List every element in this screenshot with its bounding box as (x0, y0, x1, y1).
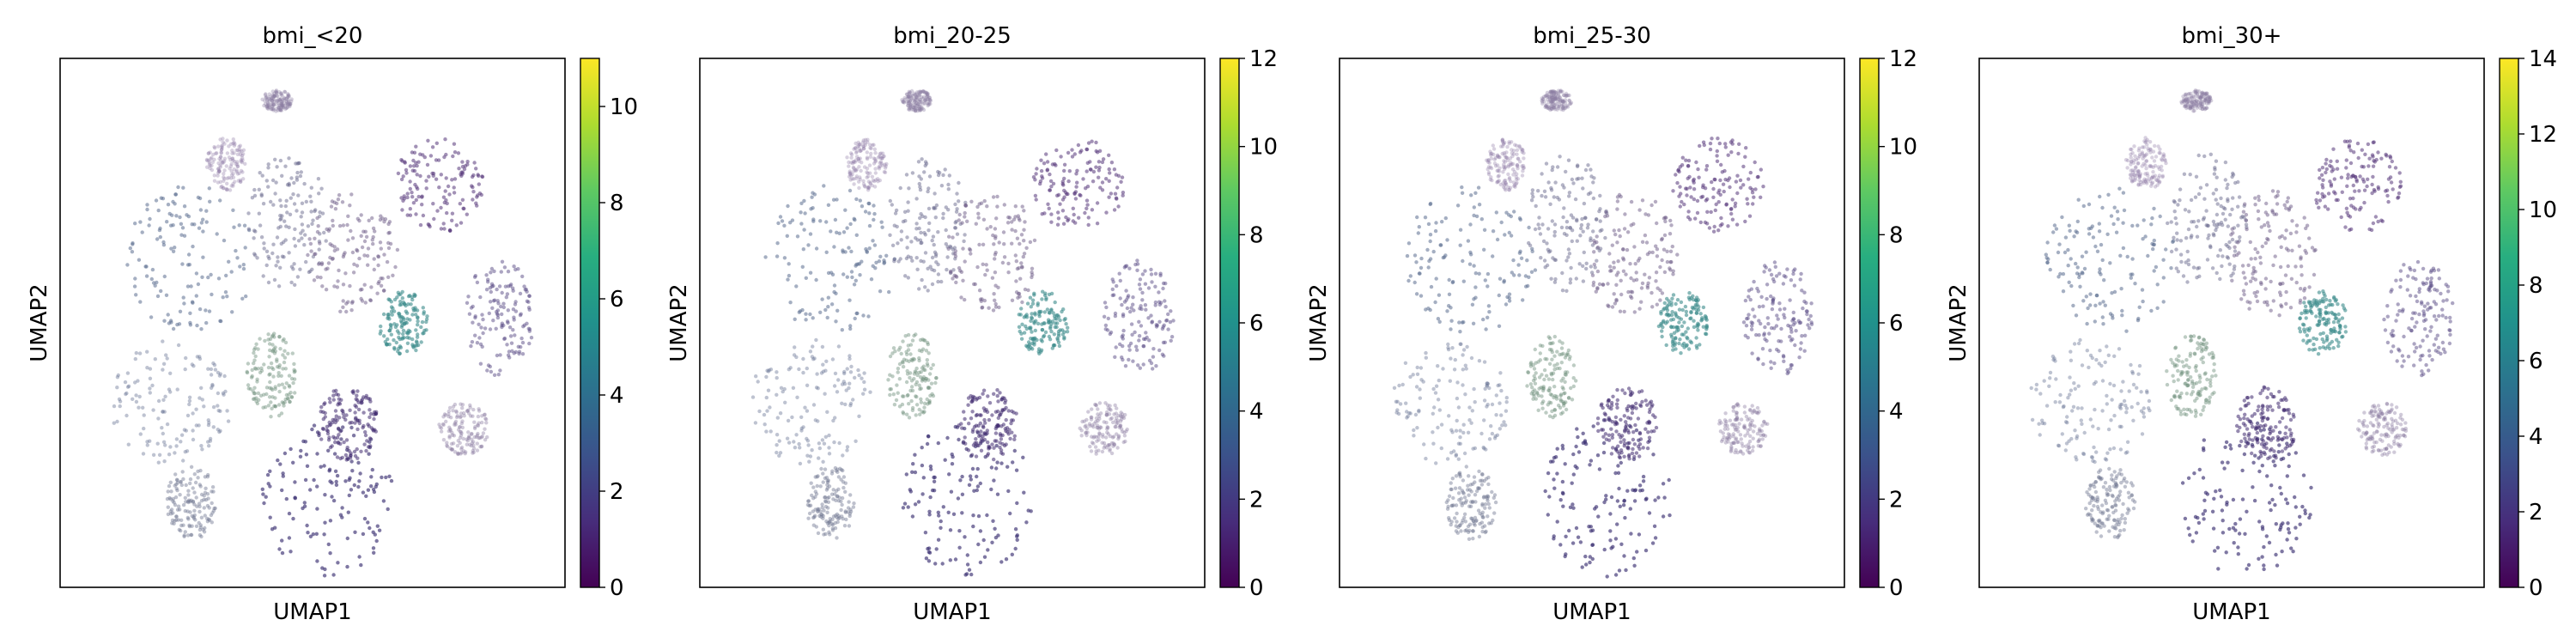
axes-frame (699, 58, 1206, 588)
chart-title: bmi_30+ (2182, 23, 2282, 49)
panel-2: bmi_20-25 UMAP1 UMAP2 0 2 4 6 8 10 12 (666, 23, 1278, 625)
axes-frame (1978, 58, 2485, 588)
umap-cell-points (112, 88, 534, 578)
colorbar-tick-label: 14 (2529, 46, 2557, 72)
colorbar-tick-label: 2 (1249, 487, 1264, 513)
panel-1: bmi_<20 UMAP1 UMAP2 0 2 4 6 8 10 (27, 23, 638, 625)
y-axis-label: UMAP2 (27, 283, 52, 361)
colorbar-tick-label: 2 (610, 479, 624, 505)
plot-area (60, 58, 565, 587)
colorbar-tick-label: 10 (1889, 135, 1917, 161)
panel-3: bmi_25-30 UMAP1 UMAP2 0 2 4 6 8 10 12 (1306, 23, 1917, 625)
umap-cell-points (750, 88, 1176, 577)
umap-cell-points (2029, 88, 2455, 572)
chart-title: bmi_25-30 (1533, 23, 1651, 49)
colorbar-tick-label: 4 (610, 383, 624, 409)
x-axis-label: UMAP1 (1552, 599, 1631, 625)
colorbar-tick-label: 0 (1249, 575, 1264, 601)
colorbar-tick-label: 0 (610, 575, 624, 601)
colorbar-frame (2499, 58, 2519, 588)
x-axis-label: UMAP1 (913, 599, 991, 625)
colorbar-frame (580, 58, 600, 588)
colorbar-tick-label: 6 (610, 287, 624, 313)
colorbar-tick-label: 8 (1889, 222, 1904, 248)
colorbar-tick-label: 12 (1889, 46, 1917, 72)
colorbar (2500, 58, 2518, 587)
y-axis-label: UMAP2 (1306, 283, 1332, 361)
plot-area (1979, 58, 2484, 587)
colorbar-tick-label: 0 (2529, 575, 2543, 601)
x-axis-label: UMAP1 (2192, 599, 2270, 625)
chart-title: bmi_20-25 (893, 23, 1012, 49)
colorbar-tick-label: 8 (610, 191, 624, 216)
colorbar-tick-label: 10 (610, 94, 638, 120)
colorbar-tick-label: 10 (1249, 135, 1278, 161)
colorbar-tick-label: 12 (1249, 46, 1278, 72)
panel-4: bmi_30+ UMAP1 UMAP2 0 2 4 6 8 10 12 14 (1946, 23, 2557, 625)
colorbar (1860, 58, 1879, 587)
axes-frame (1339, 58, 1845, 588)
plot-area (700, 58, 1205, 587)
umap-cell-points (1392, 88, 1814, 579)
colorbar-tick-label: 2 (2529, 500, 2543, 526)
y-axis-label: UMAP2 (1946, 283, 1971, 361)
x-axis-label: UMAP1 (273, 599, 351, 625)
colorbar-tick-label: 6 (1249, 311, 1264, 337)
colorbar-tick-label: 6 (1889, 311, 1904, 337)
colorbar-tick-label: 4 (1249, 399, 1264, 425)
colorbar-tick-label: 12 (2529, 122, 2557, 148)
colorbar-tick-label: 2 (1889, 487, 1904, 513)
colorbar-tick-label: 10 (2529, 197, 2557, 223)
colorbar-tick-label: 6 (2529, 349, 2543, 374)
colorbar-tick-label: 4 (2529, 424, 2543, 450)
colorbar-tick-label: 4 (1889, 399, 1904, 425)
colorbar-tick-label: 8 (2529, 273, 2543, 299)
y-axis-label: UMAP2 (666, 283, 692, 361)
colorbar (580, 58, 599, 587)
colorbar (1220, 58, 1239, 587)
colorbar-tick-label: 0 (1889, 575, 1904, 601)
colorbar-tick-label: 8 (1249, 222, 1264, 248)
chart-title: bmi_<20 (263, 23, 363, 49)
axes-frame (59, 58, 566, 588)
